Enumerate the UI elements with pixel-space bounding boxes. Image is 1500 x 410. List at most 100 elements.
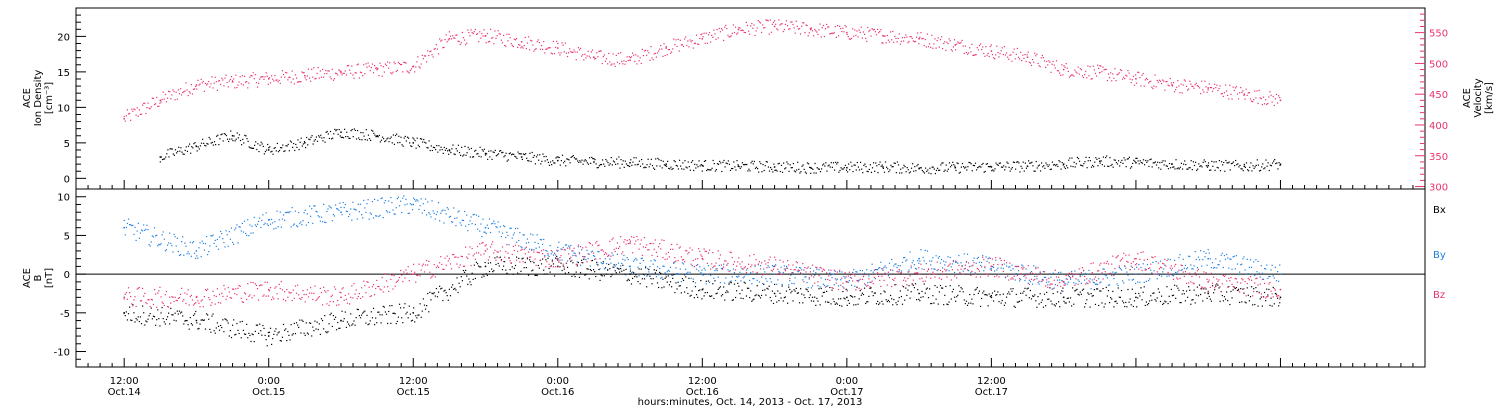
velocity-texture-point xyxy=(562,44,564,46)
by-texture-point xyxy=(474,223,477,226)
by-texture-point xyxy=(1059,279,1061,281)
density-texture-point xyxy=(1115,161,1118,164)
bx-texture-point xyxy=(229,329,232,332)
velocity-texture-point xyxy=(843,31,845,33)
velocity-texture-point xyxy=(360,72,363,74)
density-texture-point xyxy=(432,146,435,148)
bz-texture-point xyxy=(424,264,427,266)
bx-texture-point xyxy=(1233,286,1235,288)
density-texture-point xyxy=(896,161,899,163)
velocity-texture-point xyxy=(417,56,419,58)
velocity-texture-point xyxy=(316,72,318,75)
velocity-texture-point xyxy=(224,77,226,79)
velocity-texture-point xyxy=(531,40,533,42)
bx-texture-point xyxy=(271,343,273,346)
by-texture-point xyxy=(556,258,558,260)
velocity-texture-point xyxy=(1266,103,1268,105)
bx-texture-point xyxy=(937,303,939,305)
bx-texture-point xyxy=(126,319,129,321)
bx-texture-point xyxy=(574,275,576,278)
density-texture-point xyxy=(745,163,747,166)
bx-texture-point xyxy=(1216,283,1218,285)
by-texture-point xyxy=(817,285,819,287)
by-texture-point xyxy=(252,232,254,234)
velocity-texture-point xyxy=(1010,54,1012,56)
bx-texture-point xyxy=(585,273,587,276)
density-texture-point xyxy=(798,168,800,170)
density-texture-point xyxy=(317,135,320,137)
density-texture-point xyxy=(333,133,335,135)
by-texture-point xyxy=(653,259,655,261)
bz-texture-point xyxy=(191,299,194,301)
velocity-texture-point xyxy=(1192,85,1194,88)
velocity-texture-point xyxy=(466,42,468,44)
velocity-texture-point xyxy=(906,36,908,38)
bx-texture-point xyxy=(757,294,759,296)
bx-texture-point xyxy=(1042,306,1045,308)
by-texture-point xyxy=(1242,258,1244,260)
by-texture-point xyxy=(764,271,766,273)
density-texture-point xyxy=(674,161,676,163)
velocity-texture-point xyxy=(976,47,978,49)
bx-texture-point xyxy=(424,308,427,310)
velocity-texture-point xyxy=(170,98,172,100)
density-texture-point xyxy=(212,144,215,146)
density-texture-point xyxy=(463,154,465,156)
bx-texture-point xyxy=(713,297,715,300)
velocity-texture-point xyxy=(326,72,328,75)
by-texture-point xyxy=(280,226,282,228)
bx-texture-point xyxy=(740,297,742,299)
bz-texture-point xyxy=(209,299,211,301)
density-texture-point xyxy=(812,168,814,170)
velocity-texture-point xyxy=(321,68,324,71)
by-texture-point xyxy=(729,270,731,272)
by-texture-point xyxy=(1084,279,1086,281)
velocity-texture-point xyxy=(186,89,188,91)
velocity-texture-point xyxy=(684,38,686,40)
bx-texture-point xyxy=(1085,302,1087,305)
velocity-texture-point xyxy=(905,34,907,36)
bx-texture-point xyxy=(984,294,986,296)
velocity-texture-point xyxy=(607,63,609,65)
velocity-texture-point xyxy=(297,81,299,83)
density-texture-point xyxy=(450,151,452,154)
velocity-texture-point xyxy=(292,78,294,80)
bx-texture-point xyxy=(184,320,186,322)
by-point xyxy=(918,257,920,260)
density-texture-point xyxy=(226,138,229,140)
bx-texture-point xyxy=(358,314,361,317)
bz-texture-point xyxy=(403,271,405,273)
bz-texture-point xyxy=(128,292,131,294)
velocity-texture-point xyxy=(469,35,471,37)
bx-texture-point xyxy=(549,271,551,273)
bx-texture-point xyxy=(264,334,266,337)
by-texture-point xyxy=(1064,282,1066,285)
velocity-texture-point xyxy=(315,77,317,80)
density-texture-point xyxy=(1033,170,1035,172)
by-texture-point xyxy=(136,230,138,232)
velocity-texture-point xyxy=(205,84,208,86)
by-texture-point xyxy=(486,224,488,226)
density-texture-point xyxy=(608,164,610,166)
density-texture-point xyxy=(803,168,805,170)
velocity-texture-point xyxy=(311,68,313,71)
velocity-texture-point xyxy=(384,63,387,65)
velocity-texture-point xyxy=(924,38,926,41)
velocity-texture-point xyxy=(350,72,352,74)
by-texture-point xyxy=(687,271,689,273)
by-texture-point xyxy=(481,235,483,238)
bx-texture-point xyxy=(414,321,416,323)
by-texture-point xyxy=(1200,250,1202,252)
by-texture-point xyxy=(323,203,325,206)
by-texture-point xyxy=(910,267,912,269)
density-texture-point xyxy=(1054,163,1056,166)
density-texture-point xyxy=(973,164,976,167)
density-texture-point xyxy=(452,144,454,146)
density-texture-point xyxy=(831,166,834,168)
by-texture-point xyxy=(155,235,157,237)
by-texture-point xyxy=(875,269,878,271)
density-texture-point xyxy=(732,167,734,170)
bx-texture-point xyxy=(137,316,139,318)
velocity-texture-point xyxy=(190,84,192,86)
velocity-texture-point xyxy=(1132,75,1134,77)
